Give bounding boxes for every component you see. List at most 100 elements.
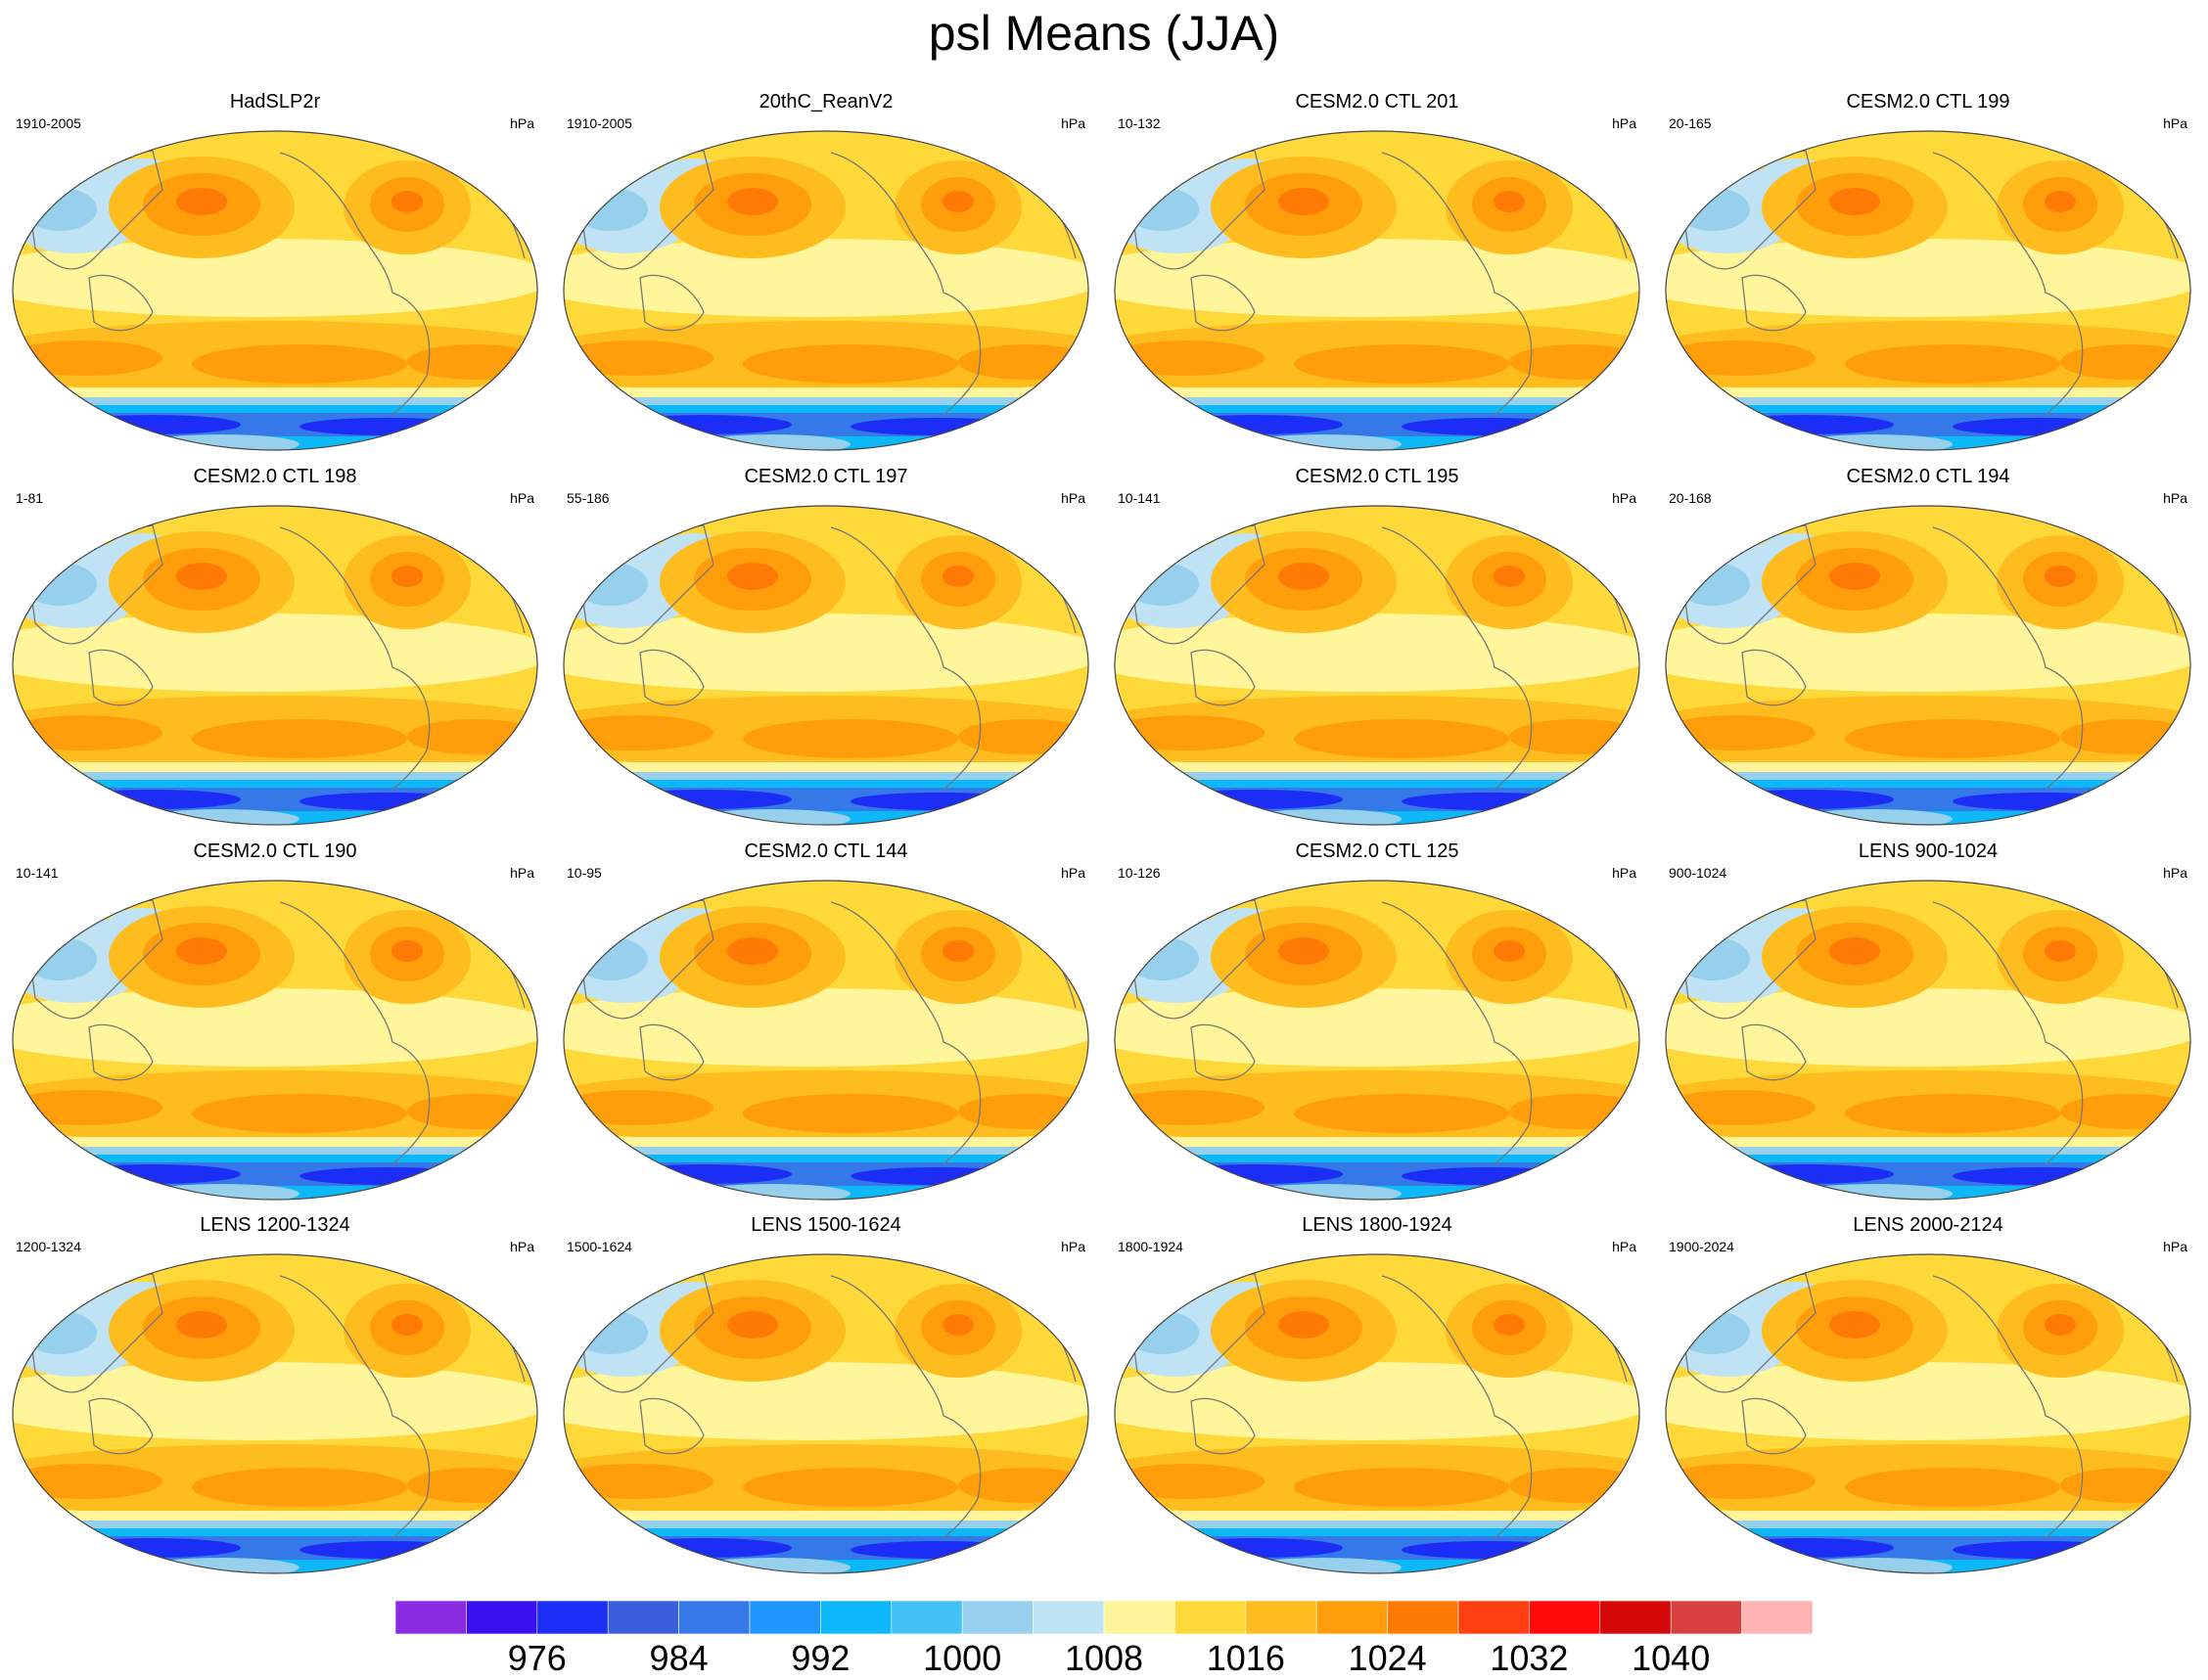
- coastline-australia: [88, 274, 154, 332]
- high-center: [958, 344, 1088, 380]
- map-boundary: [1665, 130, 2191, 451]
- pressure-band: [1115, 405, 1639, 415]
- pacific-high-center: [1829, 937, 1880, 965]
- contour-field: [1115, 1254, 1639, 1573]
- coastline-americas: [1381, 901, 1533, 1165]
- pressure-band: [564, 772, 1088, 782]
- equatorial-trough: [1666, 613, 2190, 692]
- monsoon-low: [23, 937, 97, 980]
- atlantic-high-center: [943, 1314, 974, 1336]
- colorbar-label: 1016: [1207, 1638, 1285, 1678]
- panel-units: hPa: [1612, 865, 1636, 881]
- pacific-high-center: [1829, 563, 1880, 590]
- antarctic-field: [1245, 434, 1402, 450]
- colorbar-box: [607, 1600, 679, 1635]
- high-center: [743, 344, 958, 384]
- panel-period: 1800-1924: [1118, 1239, 1183, 1254]
- pressure-band: [1115, 387, 1639, 399]
- high-center: [1845, 344, 2060, 384]
- high-center: [743, 1094, 958, 1133]
- equatorial-trough: [1666, 239, 2190, 317]
- map-canvas: [563, 505, 1089, 826]
- contour-field: [564, 881, 1088, 1200]
- equatorial-trough: [13, 988, 537, 1067]
- atlantic-high-center: [391, 191, 423, 212]
- colorbar-box: [1174, 1600, 1247, 1635]
- pacific-high-center: [727, 937, 778, 965]
- panel-title: CESM2.0 CTL 197: [744, 466, 908, 487]
- coastline-australia: [639, 1397, 705, 1455]
- antarctic-field: [1245, 809, 1402, 825]
- map-boundary: [12, 880, 538, 1201]
- high-center: [1294, 1468, 1509, 1507]
- panel-title: LENS 2000-2124: [1853, 1214, 2003, 1236]
- low-center: [299, 418, 476, 435]
- colorbar-box: [1599, 1600, 1672, 1635]
- colorbar-label: 1040: [1632, 1638, 1710, 1678]
- high-center: [1509, 719, 1639, 754]
- map-canvas: [563, 1253, 1089, 1574]
- pressure-band: [564, 1521, 1088, 1530]
- map-panel: CESM2.0 CTL 199 20-165 hPa: [1659, 90, 2197, 462]
- pacific-high-center: [727, 1311, 778, 1339]
- map-boundary: [563, 505, 1089, 826]
- contour-field: [1666, 1254, 2190, 1573]
- high-center: [743, 719, 958, 758]
- low-center: [1953, 793, 2129, 810]
- map-canvas: [563, 880, 1089, 1201]
- coastline-australia: [1741, 1023, 1807, 1081]
- antarctic-field: [1796, 1558, 1953, 1573]
- high-center: [958, 1468, 1088, 1503]
- map-panel: CESM2.0 CTL 190 10-141 hPa: [6, 840, 544, 1211]
- map-panel: CESM2.0 CTL 125 10-126 hPa: [1108, 840, 1646, 1211]
- high-center: [407, 344, 537, 380]
- high-center: [2060, 719, 2190, 754]
- pacific-high-center: [727, 188, 778, 215]
- coastline-americas: [1932, 901, 2084, 1165]
- colorbar-box: [1387, 1600, 1459, 1635]
- map-panel: CESM2.0 CTL 194 20-168 hPa: [1659, 465, 2197, 837]
- colorbar-box: [749, 1600, 821, 1635]
- map-boundary: [1114, 505, 1640, 826]
- panel-title: LENS 1200-1324: [200, 1214, 350, 1236]
- low-center: [1402, 418, 1578, 435]
- contour-field: [13, 881, 537, 1200]
- panel-units: hPa: [510, 865, 534, 881]
- high-center: [1845, 719, 2060, 758]
- map-boundary: [563, 880, 1089, 1201]
- map-canvas: [1114, 880, 1640, 1201]
- high-center: [407, 719, 537, 754]
- panel-units: hPa: [510, 490, 534, 506]
- high-center: [1294, 1094, 1509, 1133]
- panel-title: CESM2.0 CTL 125: [1295, 840, 1459, 862]
- contour-field: [1666, 131, 2190, 450]
- panel-period: 10-95: [567, 865, 602, 881]
- panel-period: 20-165: [1669, 115, 1712, 131]
- contour-field: [13, 506, 537, 825]
- low-center: [1402, 1167, 1578, 1185]
- panel-units: hPa: [1612, 115, 1636, 131]
- map-canvas: [12, 130, 538, 451]
- atlantic-high-center: [391, 940, 423, 962]
- coastline-americas: [830, 1275, 982, 1539]
- atlantic-high-center: [1494, 1314, 1525, 1336]
- pressure-band: [1666, 1137, 2190, 1149]
- panel-period: 20-168: [1669, 490, 1712, 506]
- pressure-band: [564, 1511, 1088, 1522]
- pressure-band: [564, 780, 1088, 790]
- equatorial-trough: [1115, 988, 1639, 1067]
- monsoon-low: [574, 563, 648, 606]
- contour-field: [1115, 506, 1639, 825]
- map-canvas: [1114, 505, 1640, 826]
- pacific-high-center: [176, 188, 227, 215]
- pressure-band: [1666, 387, 2190, 399]
- colorbar-label: 984: [650, 1638, 709, 1678]
- pressure-band: [564, 1147, 1088, 1157]
- equatorial-trough: [1666, 1362, 2190, 1440]
- coastline-americas: [279, 1275, 431, 1539]
- pacific-high-center: [176, 563, 227, 590]
- page-title: psl Means (JJA): [928, 6, 1280, 61]
- contour-field: [1666, 506, 2190, 825]
- map-panel: CESM2.0 CTL 197 55-186 hPa: [557, 465, 1095, 837]
- pressure-band: [1115, 1511, 1639, 1522]
